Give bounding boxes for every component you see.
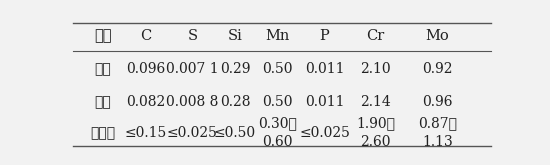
Text: Mn: Mn: [266, 29, 290, 43]
Text: 0.011: 0.011: [305, 62, 344, 76]
Text: 0.92: 0.92: [422, 62, 453, 76]
Text: 0.30～: 0.30～: [258, 116, 297, 130]
Text: ≤0.025: ≤0.025: [299, 126, 350, 140]
Text: 0.011: 0.011: [305, 95, 344, 109]
Text: Si: Si: [228, 29, 243, 43]
Text: 0.87～: 0.87～: [418, 116, 457, 130]
Text: Mo: Mo: [426, 29, 449, 43]
Text: 0.96: 0.96: [422, 95, 453, 109]
Text: 0.29: 0.29: [220, 62, 250, 76]
Text: 0.50: 0.50: [262, 62, 293, 76]
Text: S: S: [188, 29, 197, 43]
Text: ≤0.50: ≤0.50: [214, 126, 256, 140]
Text: P: P: [320, 29, 329, 43]
Text: 2.60: 2.60: [360, 135, 391, 149]
Text: 0.50: 0.50: [262, 95, 293, 109]
Text: 标准值: 标准值: [90, 126, 116, 140]
Text: 0.082: 0.082: [126, 95, 165, 109]
Text: Cr: Cr: [366, 29, 385, 43]
Text: 爆管: 爆管: [95, 62, 111, 76]
Text: 0.28: 0.28: [220, 95, 250, 109]
Text: ≤0.025: ≤0.025: [167, 126, 218, 140]
Text: 0.60: 0.60: [262, 135, 293, 149]
Text: 1.90～: 1.90～: [356, 116, 395, 130]
Text: 项目: 项目: [94, 28, 112, 43]
Text: ≤0.15: ≤0.15: [124, 126, 167, 140]
Text: C: C: [140, 29, 151, 43]
Text: 1.13: 1.13: [422, 135, 453, 149]
Text: 备管: 备管: [95, 95, 111, 109]
Text: 0.008 8: 0.008 8: [166, 95, 218, 109]
Text: 2.14: 2.14: [360, 95, 391, 109]
Text: 2.10: 2.10: [360, 62, 391, 76]
Text: 0.096: 0.096: [126, 62, 165, 76]
Text: 0.007 1: 0.007 1: [166, 62, 219, 76]
